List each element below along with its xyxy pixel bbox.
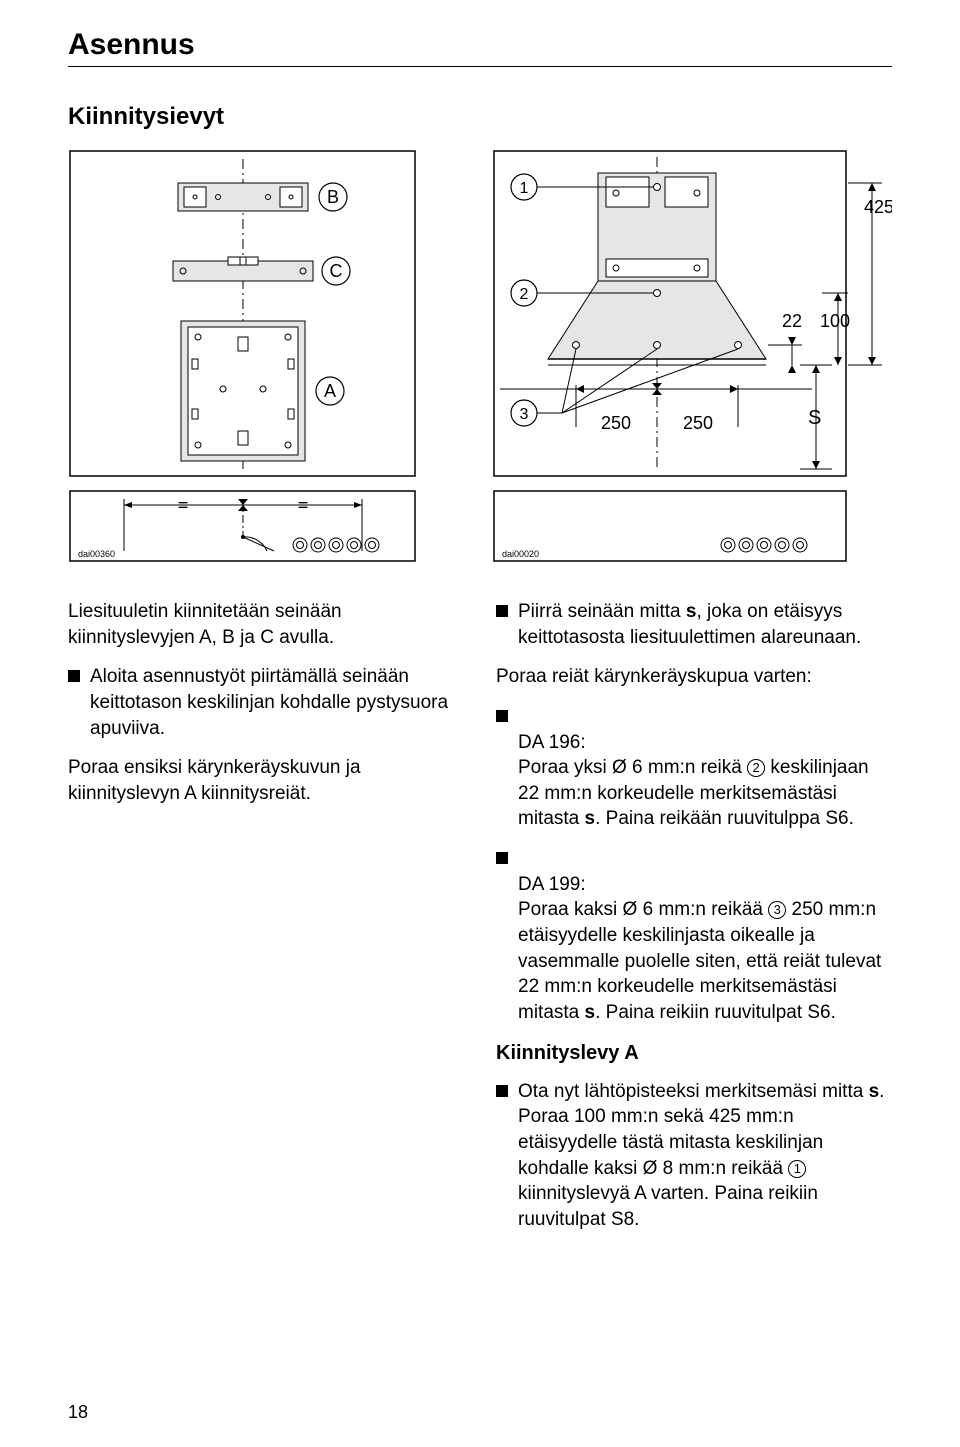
label-2: 2	[520, 286, 529, 303]
page-title: Asennus	[68, 28, 892, 67]
da196-pre: DA 196: Poraa yksi Ø 6 mm:n reikä	[518, 732, 747, 779]
left-bullet-1-text: Aloita asennustyöt piirtämällä seinään k…	[90, 664, 464, 741]
left-intro: Liesituuletin kiinnitetään seinään kiinn…	[68, 599, 464, 650]
circled-1-icon: 1	[788, 1160, 806, 1178]
left-column: Liesituuletin kiinnitetään seinään kiinn…	[68, 599, 464, 1246]
left-p2: Poraa ensiksi kärynkeräyskuvun ja kiinni…	[68, 755, 464, 806]
figure-right: 1 2 3 250 250 425 22	[492, 149, 892, 569]
da199-text: DA 199: Poraa kaksi Ø 6 mm:n reikää 3 25…	[518, 846, 892, 1025]
body-columns: Liesituuletin kiinnitetään seinään kiinn…	[68, 599, 892, 1246]
figure-right-code: dai00020	[502, 549, 539, 559]
right-bullet-da196: DA 196: Poraa yksi Ø 6 mm:n reikä 2 kesk…	[496, 704, 892, 832]
da196-post: . Paina reikään ruuvitulppa S6.	[595, 808, 854, 829]
da199-bold: s	[585, 1002, 596, 1023]
label-b: B	[327, 187, 339, 207]
dim-22: 22	[782, 311, 802, 331]
label-3: 3	[520, 406, 529, 423]
right-bullet-1-text: Piirrä seinään mitta s, joka on etäisyys…	[518, 599, 892, 650]
bullet-icon	[496, 710, 508, 722]
figure-left-code: dai00360	[78, 549, 115, 559]
bullet-a-text: Ota nyt lähtöpisteeksi merkitsemäsi mitt…	[518, 1079, 892, 1233]
right-p1: Poraa reiät kärynkeräyskupua varten:	[496, 664, 892, 690]
ba-pre: Ota nyt lähtöpisteeksi merkitsemäsi mitt…	[518, 1081, 869, 1102]
dim-250a: 250	[601, 413, 631, 433]
dim-425: 425	[864, 197, 892, 217]
right-bullet-1: Piirrä seinään mitta s, joka on etäisyys…	[496, 599, 892, 650]
left-bullet-1: Aloita asennustyöt piirtämällä seinään k…	[68, 664, 464, 741]
rb1-bold: s	[686, 601, 697, 622]
section-heading-a: Kiinnityslevy A	[496, 1040, 892, 1067]
da196-text: DA 196: Poraa yksi Ø 6 mm:n reikä 2 kesk…	[518, 704, 892, 832]
label-a: A	[324, 381, 336, 401]
subtitle: Kiinnitysievyt	[68, 103, 892, 131]
dim-100: 100	[820, 311, 850, 331]
bullet-icon	[496, 852, 508, 864]
bullet-icon	[496, 605, 508, 617]
right-bullet-a: Ota nyt lähtöpisteeksi merkitsemäsi mitt…	[496, 1079, 892, 1233]
bullet-icon	[496, 1085, 508, 1097]
circled-3-icon: 3	[768, 901, 786, 919]
page-number: 18	[68, 1402, 88, 1423]
da196-bold: s	[585, 808, 596, 829]
dim-250b: 250	[683, 413, 713, 433]
right-bullet-da199: DA 199: Poraa kaksi Ø 6 mm:n reikää 3 25…	[496, 846, 892, 1025]
da199-post: . Paina reikiin ruuvitulpat S6.	[595, 1002, 836, 1023]
label-c: C	[330, 261, 343, 281]
label-1: 1	[520, 180, 529, 197]
figures-row: B C	[68, 149, 892, 569]
bullet-icon	[68, 670, 80, 682]
label-s: S	[808, 407, 821, 429]
rb1-pre: Piirrä seinään mitta	[518, 601, 686, 622]
da199-pre: DA 199: Poraa kaksi Ø 6 mm:n reikää	[518, 874, 768, 921]
figure-left: B C	[68, 149, 462, 569]
circled-2-icon: 2	[747, 759, 765, 777]
right-column: Piirrä seinään mitta s, joka on etäisyys…	[496, 599, 892, 1246]
ba-post: kiinnityslevyä A varten. Paina reikiin r…	[518, 1183, 818, 1230]
ba-bold: s	[869, 1081, 880, 1102]
